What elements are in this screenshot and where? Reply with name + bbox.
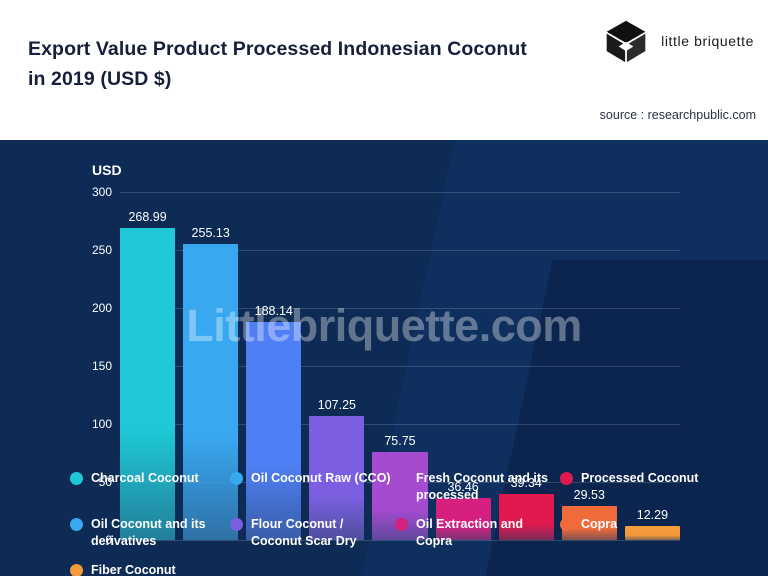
y-axis-tick: 200 (91, 301, 112, 315)
legend-label: Oil Extraction and Copra (416, 517, 523, 548)
legend-item[interactable]: Oil Coconut and its derivatives (70, 516, 230, 550)
brand-logo: little briquette (603, 18, 754, 64)
legend-item[interactable]: Fresh Coconut and its processed (395, 470, 560, 504)
bar-value-label: 39.34 (510, 476, 542, 491)
header: Export Value Product Processed Indonesia… (0, 0, 768, 140)
bar-column[interactable]: 107.25 (309, 192, 365, 540)
gridline (120, 540, 680, 541)
bar-value-label: 255.13 (191, 226, 230, 241)
chart-panel: USD 300 250 200 150 100 50 0 268.99 255.13 188.1… (0, 140, 768, 576)
y-axis-tick: 0 (105, 533, 112, 547)
y-axis-title: USD (92, 162, 122, 178)
legend-label: Copra (581, 517, 618, 531)
gridline (120, 308, 680, 309)
gridline (120, 192, 680, 193)
legend-label: Charcoal Coconut (91, 471, 199, 485)
bar[interactable] (246, 321, 302, 540)
bar[interactable] (435, 497, 491, 540)
bar[interactable] (309, 415, 365, 540)
legend-color-dot (560, 472, 573, 485)
legend-color-dot (230, 518, 243, 531)
y-axis-tick: 150 (91, 359, 112, 373)
legend-item[interactable]: Copra (560, 516, 740, 550)
y-axis-tick: 300 (91, 185, 112, 199)
chart-legend: Charcoal Coconut Oil Coconut Raw (CCO) Fre… (70, 470, 768, 576)
bar-value-label: 75.75 (384, 434, 416, 449)
bar-value-label: 36.46 (447, 479, 479, 494)
bar[interactable] (183, 244, 239, 540)
legend-label: Oil Coconut and its derivatives (91, 517, 206, 548)
bar-column[interactable]: 36.46 (435, 192, 491, 540)
legend-item[interactable]: Processed Coconut (560, 470, 740, 504)
bar-value-label: 188.14 (254, 303, 293, 318)
legend-item[interactable]: Oil Coconut Raw (CCO) (230, 470, 395, 504)
legend-color-dot (70, 518, 83, 531)
gridline (120, 424, 680, 425)
legend-item[interactable]: Charcoal Coconut (70, 470, 230, 504)
legend-label: Oil Coconut Raw (CCO) (251, 471, 391, 485)
cube-logo-icon (606, 20, 646, 63)
bar[interactable] (498, 494, 554, 540)
bar-column[interactable]: 268.99 (120, 192, 176, 540)
legend-color-dot (560, 518, 573, 531)
bar-value-label: 107.25 (317, 397, 356, 412)
bar-column[interactable]: 39.34 (498, 192, 554, 540)
bar-column[interactable]: 12.29 (624, 192, 680, 540)
page-title: Export Value Product Processed Indonesia… (28, 38, 527, 90)
legend-label: Flour Coconut / Coconut Scar Dry (251, 517, 357, 548)
legend-item[interactable]: Flour Coconut / Coconut Scar Dry (230, 516, 395, 550)
legend-item[interactable]: Oil Extraction and Copra (395, 516, 560, 550)
legend-color-dot (70, 564, 83, 576)
bar-value-label: 29.53 (573, 487, 605, 502)
legend-label: Fresh Coconut and its processed (416, 471, 548, 502)
source-note: source : researchpublic.com (599, 108, 756, 122)
bar-column[interactable]: 188.14 (246, 192, 302, 540)
legend-color-dot (395, 472, 408, 485)
y-axis-tick: 250 (91, 243, 112, 257)
legend-item[interactable]: Fiber Coconut (70, 562, 230, 576)
legend-label: Processed Coconut (581, 471, 699, 485)
bar-value-label: 268.99 (128, 209, 167, 224)
y-axis-tick: 50 (98, 475, 112, 489)
bar-value-label: 12.29 (636, 507, 669, 522)
legend-color-dot (395, 518, 408, 531)
y-axis-tick: 100 (91, 417, 112, 431)
legend-label: Fiber Coconut (91, 563, 176, 576)
bar[interactable] (624, 525, 680, 540)
gridline (120, 366, 680, 367)
legend-color-dot (230, 472, 243, 485)
gridline (120, 250, 680, 251)
legend-color-dot (70, 472, 83, 485)
bar-column[interactable]: 255.13 (183, 192, 239, 540)
brand-name: little briquette (661, 33, 754, 49)
bar[interactable] (120, 227, 176, 540)
